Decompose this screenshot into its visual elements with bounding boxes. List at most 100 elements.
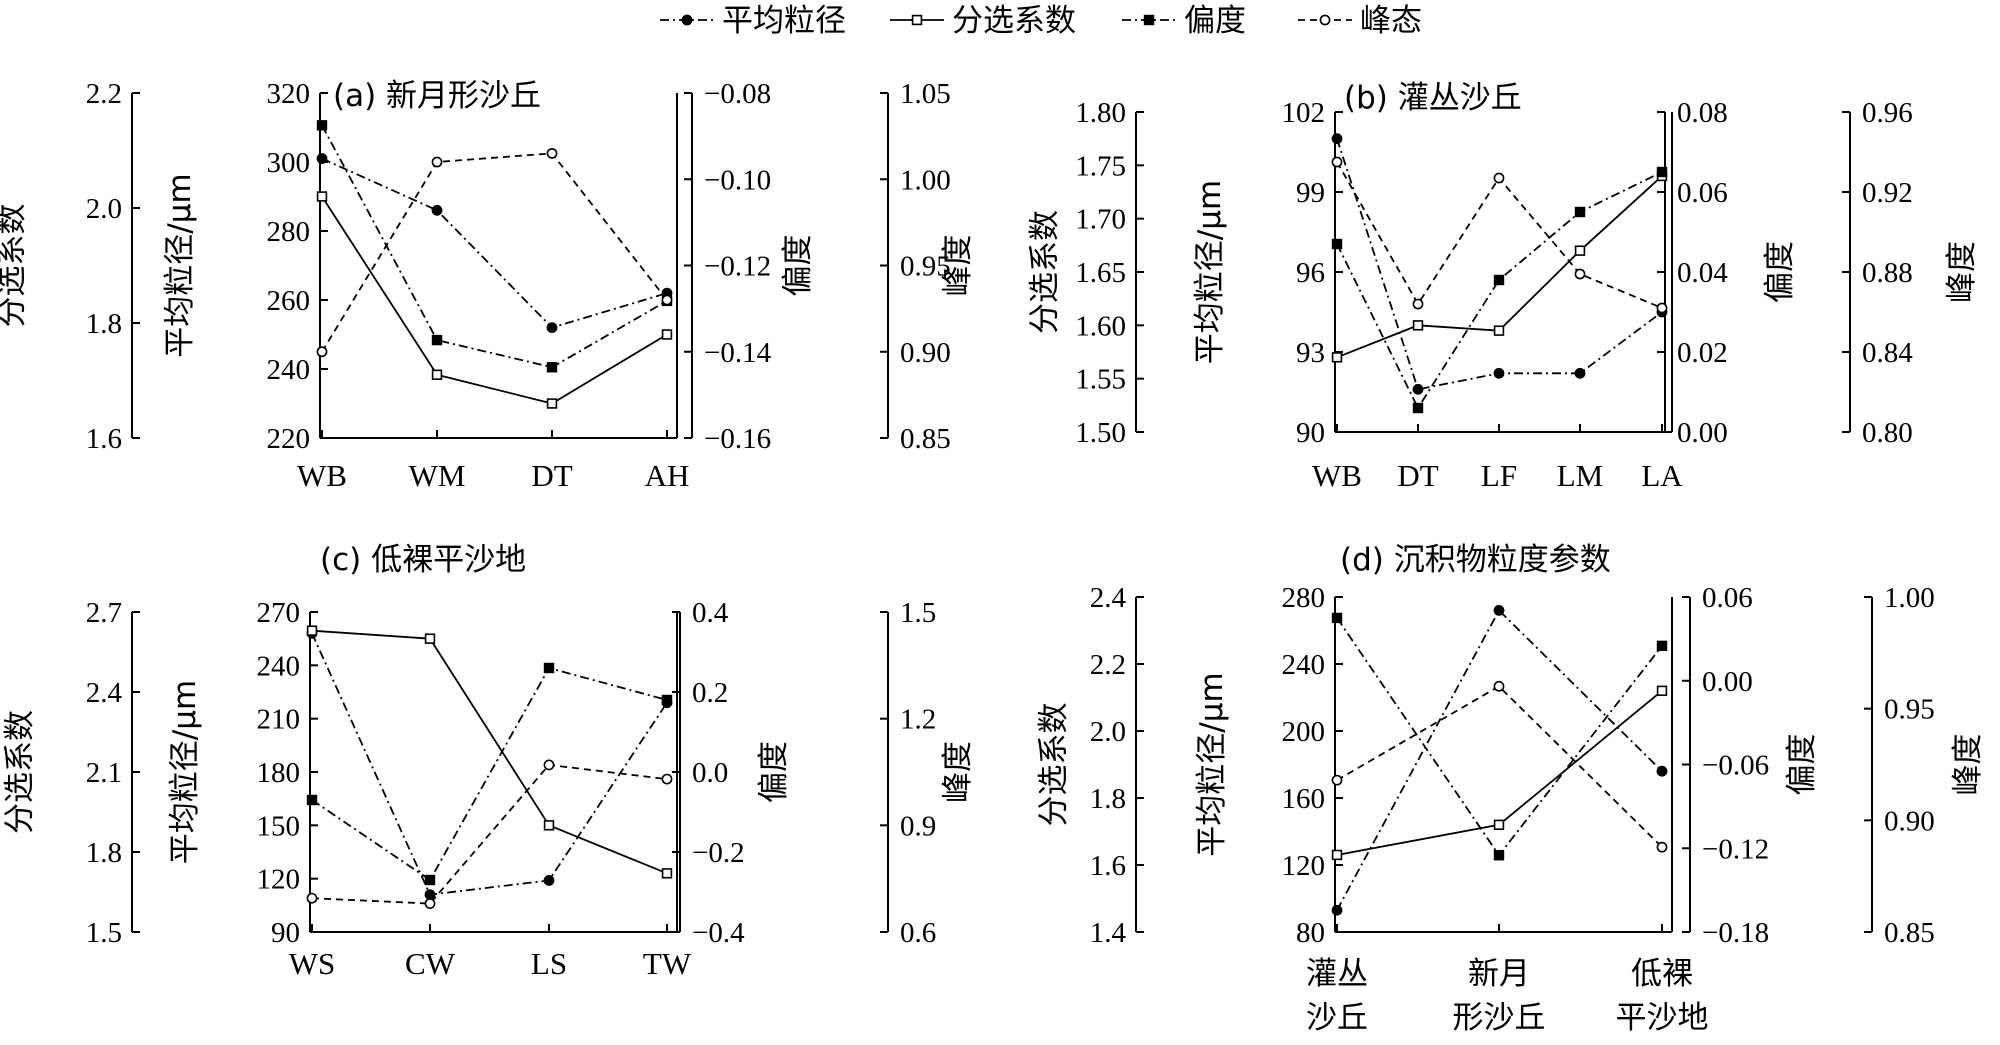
y-tick-label: 96	[1296, 257, 1325, 289]
data-point-grain-2	[543, 875, 555, 886]
legend-marker-0	[681, 14, 693, 26]
series-kurt	[1331, 680, 1668, 853]
data-point-skew-0	[1331, 238, 1343, 250]
y-tick-label: 1.6	[1090, 850, 1126, 882]
data-point-sorting-1	[424, 633, 436, 644]
y-tick-label: 180	[257, 757, 301, 789]
y-tick-label: 1.8	[86, 308, 122, 340]
series-line-kurt	[311, 763, 668, 905]
x-tick-label: WS	[289, 946, 336, 981]
axis-grain: 90 93 96 99 102 平均粒径/μm	[1192, 97, 1343, 449]
y-tick-label: 270	[257, 597, 301, 629]
y-tick-label: −0.06	[1702, 750, 1769, 782]
y-tick-label: 0.95	[1884, 694, 1935, 726]
y-tick-label: 160	[1282, 783, 1326, 815]
x-tick-label: WB	[1312, 458, 1362, 493]
y-tick-label: 300	[267, 147, 311, 179]
data-point-sorting-0	[1331, 352, 1343, 363]
axis-label-kurt: 峰度	[1944, 241, 1980, 303]
data-point-kurt-4	[1656, 302, 1668, 314]
y-tick-label: 220	[267, 423, 311, 455]
data-point-sorting-1	[1493, 819, 1505, 831]
data-point-skew-4	[1656, 166, 1668, 178]
panel-title: (d) 沉积物粒度参数	[1340, 542, 1611, 578]
axis-grain: 90 120 150 180 210 240 270 平均粒径/μm	[167, 597, 318, 949]
panel-title: (b) 灌丛沙丘	[1344, 80, 1522, 116]
y-tick-label: 150	[257, 810, 301, 842]
data-point-grain-1	[1412, 383, 1424, 395]
legend-label-2: 偏度	[1184, 3, 1246, 39]
x-tick-label: CW	[405, 946, 456, 981]
data-point-sorting-0	[1331, 849, 1343, 861]
x-tick-label: 形沙丘	[1453, 1000, 1546, 1036]
series-skew	[1331, 612, 1668, 861]
y-tick-label: 90	[1296, 417, 1325, 449]
axis-sorting: 1.4 1.6 1.8 2.0 2.2 2.4 分选系数	[1036, 582, 1144, 949]
series-sorting	[306, 625, 673, 879]
series-skew	[1331, 166, 1668, 414]
series-sorting	[1331, 685, 1668, 861]
axis-label-kurt: 峰度	[1950, 734, 1986, 796]
axis-skew: −0.16 −0.14 −0.12 −0.10 −0.08 偏度	[684, 78, 816, 455]
y-tick-label: 0.02	[1677, 337, 1728, 369]
y-tick-label: 0.80	[1862, 417, 1913, 449]
x-tick-label: 灌丛	[1306, 956, 1368, 992]
y-tick-label: 1.5	[86, 917, 122, 949]
data-point-skew-1	[424, 874, 436, 886]
y-tick-label: −0.16	[704, 423, 771, 455]
data-point-kurt-2	[1656, 841, 1668, 853]
axis-label-kurt: 峰度	[940, 235, 976, 297]
series-line-skew	[1336, 171, 1663, 410]
y-tick-label: 2.0	[1090, 716, 1126, 748]
y-tick-label: 0.0	[692, 757, 728, 789]
axis-kurt: 0.80 0.84 0.88 0.92 0.96 峰度	[1842, 97, 1980, 449]
axis-sorting: 1.5 1.8 2.1 2.4 2.7 分选系数	[2, 597, 140, 949]
y-tick-label: 0.85	[1884, 917, 1935, 949]
y-tick-label: −0.12	[1702, 833, 1769, 865]
axis-skew: −0.4 −0.2 0.0 0.2 0.4 偏度	[672, 597, 792, 949]
data-point-kurt-1	[1412, 298, 1424, 310]
axis-skew: 0.00 0.02 0.04 0.06 0.08 偏度	[1657, 97, 1798, 449]
series-grain	[306, 627, 673, 901]
y-tick-label: 80	[1296, 917, 1325, 949]
y-tick-label: 2.4	[86, 677, 123, 709]
y-tick-label: 0.08	[1677, 97, 1728, 129]
data-point-kurt-3	[661, 294, 673, 306]
panel-title: (a) 新月形沙丘	[333, 78, 541, 114]
y-tick-label: 0.06	[1677, 177, 1728, 209]
y-tick-label: 90	[271, 917, 300, 949]
axis-kurt: 0.85 0.90 0.95 1.00 峰度	[1864, 582, 1986, 949]
data-point-kurt-0	[316, 346, 328, 358]
y-tick-label: 0.6	[900, 917, 936, 949]
data-point-kurt-0	[1331, 774, 1343, 786]
series-kurt	[316, 147, 673, 358]
axis-label-sorting: 分选系数	[1036, 703, 1072, 827]
y-tick-label: 200	[1282, 716, 1326, 748]
series-line-sorting	[1336, 690, 1663, 856]
data-point-skew-3	[1574, 206, 1586, 218]
x-tick-label: LA	[1641, 458, 1683, 493]
series-line-kurt	[1336, 161, 1663, 309]
y-tick-label: 320	[267, 78, 311, 110]
y-tick-label: 240	[1282, 649, 1326, 681]
axis-skew: −0.18 −0.12 −0.06 0.00 0.06 偏度	[1682, 582, 1820, 949]
series-line-grain	[321, 157, 668, 329]
legend-label-0: 平均粒径	[722, 3, 846, 39]
data-point-skew-1	[1493, 850, 1505, 861]
y-tick-label: 1.4	[1090, 917, 1127, 949]
panel-title: (c) 低裸平沙地	[320, 542, 526, 578]
y-tick-label: 0.2	[692, 677, 728, 709]
y-tick-label: 2.7	[86, 597, 122, 629]
series-line-skew	[321, 124, 668, 369]
data-point-skew-1	[1412, 402, 1424, 414]
y-tick-label: 0.85	[900, 423, 951, 455]
y-tick-label: 0.4	[692, 597, 729, 629]
data-point-kurt-3	[1574, 268, 1586, 280]
y-tick-label: 0.90	[900, 337, 951, 369]
axis-label-skew: 偏度	[1784, 734, 1820, 796]
data-point-sorting-3	[661, 329, 673, 340]
axis-label-grain: 平均粒径/μm	[162, 173, 198, 357]
data-point-grain-1	[1493, 605, 1505, 616]
y-tick-label: 210	[257, 704, 301, 736]
